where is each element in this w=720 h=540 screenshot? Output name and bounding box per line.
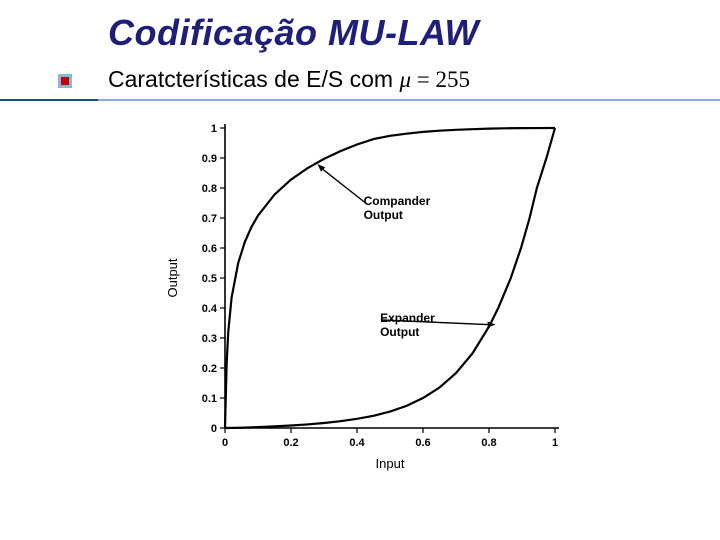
y-tick-label: 0.9: [202, 153, 217, 165]
x-axis-label: Input: [376, 456, 405, 471]
y-tick-label: 0.1: [202, 393, 217, 405]
expander-curve: [225, 128, 555, 428]
compander-annotation-label-1: Compander: [364, 194, 431, 208]
y-axis-label: Output: [165, 258, 180, 297]
y-tick-label: 1: [211, 123, 217, 135]
y-tick-label: 0.3: [202, 333, 217, 345]
y-tick-label: 0.2: [202, 363, 217, 375]
y-tick-label: 0.5: [202, 273, 217, 285]
equals-sign: =: [411, 67, 435, 92]
x-tick-label: 0.6: [415, 437, 430, 449]
y-tick-label: 0.6: [202, 243, 217, 255]
slide-subtitle: Caratcterísticas de E/S com μ = 255: [108, 66, 470, 93]
expander-annotation-label-1: Expander: [380, 311, 435, 325]
y-tick-label: 0.8: [202, 183, 217, 195]
chart-svg: 0 0.1 0.2 0.3 0.4 0.5 0.6 0.7 0.8 0.9 1 0 0.2 0.4 0.6 0…: [155, 120, 585, 490]
expander-annotation-label-2: Output: [380, 325, 419, 339]
y-tick-label: 0.7: [202, 213, 217, 225]
mu-value: 255: [435, 67, 470, 92]
subtitle-prefix: Caratcterísticas de E/S com: [108, 66, 399, 92]
bullet-square-icon: [58, 74, 72, 88]
mu-symbol: μ: [399, 67, 411, 92]
y-tick-label: 0: [211, 423, 217, 435]
mu-law-chart: 0 0.1 0.2 0.3 0.4 0.5 0.6 0.7 0.8 0.9 1 0 0.2 0.4 0.6 0…: [155, 120, 585, 490]
x-tick-label: 0.8: [481, 437, 496, 449]
bullet-inner: [61, 77, 69, 85]
accent-bar-right: [98, 99, 720, 101]
compander-annotation-label-2: Output: [364, 208, 403, 222]
compander-annotation-arrow: [323, 170, 365, 203]
slide-title: Codificação MU-LAW: [108, 12, 479, 54]
accent-bar-left: [0, 99, 98, 101]
x-tick-label: 0.2: [283, 437, 298, 449]
x-tick-label: 0: [222, 437, 228, 449]
x-tick-label: 0.4: [349, 437, 365, 449]
compander-curve: [225, 128, 555, 428]
x-tick-label: 1: [552, 437, 558, 449]
y-tick-label: 0.4: [202, 303, 218, 315]
